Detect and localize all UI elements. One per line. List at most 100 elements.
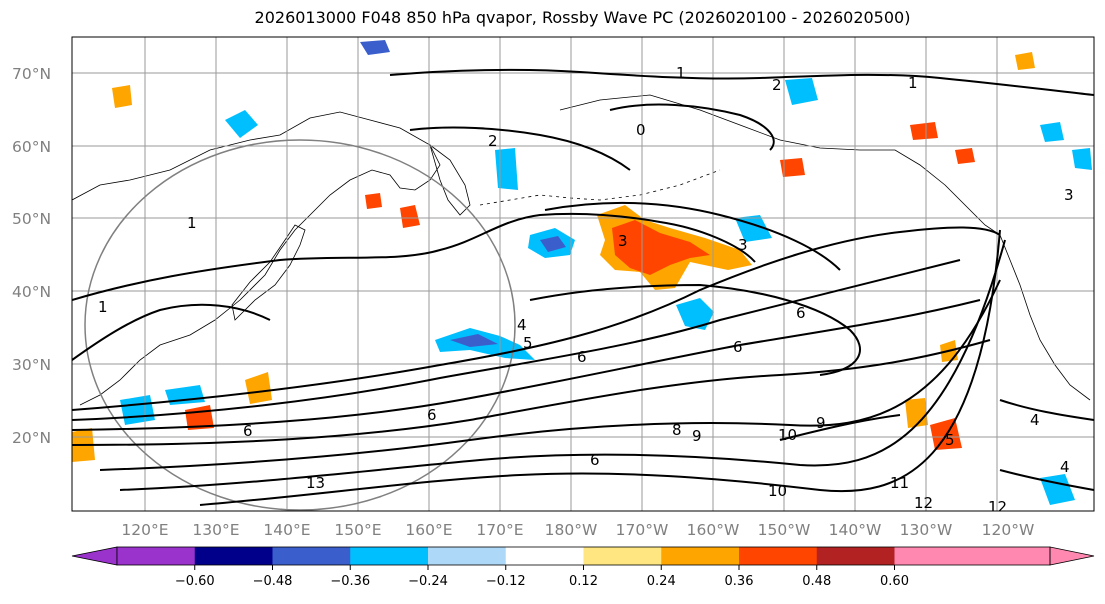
contour-line bbox=[409, 126, 631, 171]
latitude-label: 60°N bbox=[12, 138, 51, 156]
latitude-label: 50°N bbox=[12, 210, 51, 228]
negative-anomaly-blob bbox=[1072, 148, 1092, 170]
contour-line bbox=[99, 279, 1001, 471]
kamchatka-coastline bbox=[429, 143, 471, 216]
contour-label: 1 bbox=[98, 298, 108, 316]
contour-line bbox=[72, 212, 756, 301]
map-title: 2026013000 F048 850 hPa qvapor, Rossby W… bbox=[254, 8, 911, 27]
contour-line bbox=[999, 399, 1094, 421]
colorbar-segment bbox=[894, 547, 973, 565]
contour-line bbox=[72, 226, 1001, 411]
contour-line bbox=[72, 299, 981, 431]
positive-anomaly-blob bbox=[905, 398, 928, 428]
longitude-label: 140°W bbox=[829, 521, 882, 539]
contour-label: 1 bbox=[676, 64, 686, 82]
longitude-label: 160°E bbox=[405, 521, 452, 539]
longitude-label: 120°W bbox=[982, 521, 1035, 539]
asia-coastline bbox=[72, 111, 441, 406]
contour-line bbox=[544, 202, 841, 271]
colorbar-arrow-high bbox=[1049, 546, 1095, 566]
contour-label: 6 bbox=[427, 406, 437, 424]
colorbar-segment bbox=[428, 547, 507, 565]
colorbar-segment bbox=[972, 547, 1051, 565]
colorbar-segment bbox=[505, 547, 584, 565]
colorbar-tick-label: 0.12 bbox=[569, 574, 598, 589]
positive-anomaly-blob bbox=[112, 85, 132, 108]
longitude-label: 140°E bbox=[263, 521, 310, 539]
colorbar-segment bbox=[739, 547, 818, 565]
longitude-label: 160°W bbox=[687, 521, 740, 539]
positive-anomaly-blob bbox=[400, 205, 420, 228]
longitude-label: 180°W bbox=[545, 521, 598, 539]
contour-line bbox=[389, 68, 1094, 96]
longitude-label: 150°W bbox=[758, 521, 811, 539]
colorbar-segment bbox=[816, 547, 895, 565]
contour-label: 0 bbox=[636, 121, 646, 139]
contour-label: 1 bbox=[187, 214, 197, 232]
colorbar-segment bbox=[661, 547, 740, 565]
positive-anomaly-blob bbox=[780, 158, 805, 177]
contour-label: 13 bbox=[306, 474, 325, 492]
japan-coastline bbox=[231, 224, 306, 321]
positive-anomaly-blob bbox=[955, 148, 975, 164]
contour-label: 9 bbox=[816, 414, 826, 432]
latitude-labels: 70°N 60°N 50°N 40°N 30°N 20°N bbox=[12, 65, 51, 447]
contour-label: 3 bbox=[618, 232, 628, 250]
negative-anomaly-blob bbox=[360, 40, 390, 55]
contour-label: 3 bbox=[738, 236, 748, 254]
colorbar: −0.60 −0.48 −0.36 −0.24 −0.12 0.12 0.24 0.36 0.4… bbox=[71, 546, 1095, 589]
contour-label: 4 bbox=[1030, 411, 1040, 429]
north-america-coastline bbox=[999, 234, 1091, 401]
qvapor-contours bbox=[72, 68, 1094, 506]
latitude-label: 20°N bbox=[12, 429, 51, 447]
contour-label: 6 bbox=[796, 304, 806, 322]
colorbar-segment bbox=[194, 547, 273, 565]
contour-line bbox=[72, 259, 961, 421]
colorbar-tick-label: 0.36 bbox=[725, 574, 754, 589]
longitude-label: 170°W bbox=[616, 521, 669, 539]
longitude-label: 150°E bbox=[334, 521, 381, 539]
contour-line bbox=[779, 414, 901, 441]
colorbar-tick-label: 0.48 bbox=[802, 574, 831, 589]
region-circle bbox=[84, 139, 516, 511]
contour-label: 6 bbox=[577, 348, 587, 366]
negative-anomaly-core bbox=[540, 236, 566, 252]
contour-label: 4 bbox=[1060, 458, 1070, 476]
coastlines bbox=[72, 94, 1091, 406]
contour-label: 9 bbox=[692, 427, 702, 445]
colorbar-tick-label: −0.60 bbox=[175, 574, 215, 589]
alaska-coastline bbox=[559, 94, 1001, 236]
positive-anomaly-blob bbox=[365, 193, 382, 209]
contour-line bbox=[999, 469, 1094, 491]
contour-label: 1 bbox=[908, 74, 918, 92]
contour-label: 6 bbox=[590, 451, 600, 469]
contour-line bbox=[529, 283, 861, 376]
colorbar-segment bbox=[272, 547, 351, 565]
longitude-labels: 120°E 130°E 140°E 150°E 160°E 170°E 180°… bbox=[121, 521, 1034, 539]
contour-label: 5 bbox=[945, 431, 955, 449]
contour-label: 10 bbox=[768, 482, 787, 500]
contour-label: 11 bbox=[890, 474, 909, 492]
negative-anomaly-blob bbox=[225, 110, 258, 138]
longitude-label: 120°E bbox=[121, 521, 168, 539]
contour-label: 2 bbox=[772, 76, 782, 94]
positive-anomaly-blob bbox=[245, 372, 272, 404]
negative-anomaly-blob bbox=[676, 298, 714, 330]
contour-label: 10 bbox=[778, 426, 797, 444]
colorbar-segment bbox=[117, 547, 196, 565]
colorbar-tick-label: 0.24 bbox=[647, 574, 676, 589]
longitude-label: 130°W bbox=[900, 521, 953, 539]
plot-frame bbox=[71, 36, 1095, 512]
contour-label: 4 bbox=[517, 316, 527, 334]
contour-label: 12 bbox=[988, 498, 1007, 516]
longitude-label: 170°E bbox=[476, 521, 523, 539]
contour-line bbox=[119, 239, 1006, 491]
negative-anomaly-blob bbox=[495, 148, 518, 190]
colorbar-segment bbox=[350, 547, 429, 565]
colorbar-tick-label: −0.12 bbox=[486, 574, 526, 589]
contour-label: 12 bbox=[914, 494, 933, 512]
colorbar-tick-label: 0.60 bbox=[880, 574, 909, 589]
contour-label: 8 bbox=[672, 421, 682, 439]
latitude-label: 40°N bbox=[12, 283, 51, 301]
